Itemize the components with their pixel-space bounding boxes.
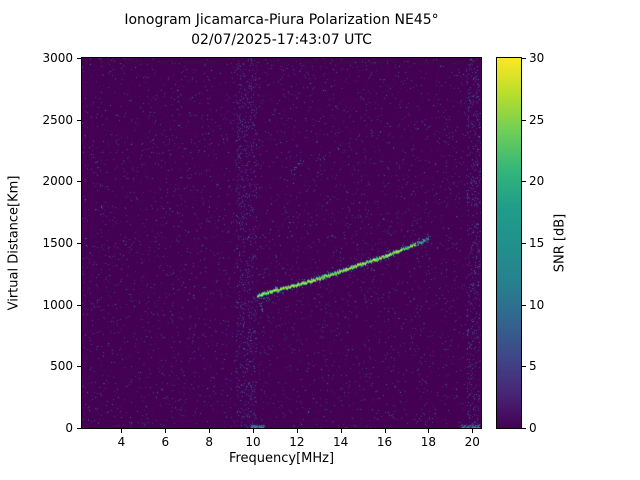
chart-title: Ionogram Jicamarca-Piura Polarization NE… [124,12,439,28]
colorbar [496,57,522,429]
y-tick-mark [77,428,81,429]
x-tick-mark [121,429,123,433]
y-tick-mark [77,304,81,306]
y-tick-label: 2000 [42,174,73,189]
y-tick-mark [77,119,81,121]
colorbar-tick-mark [522,119,526,121]
y-tick-mark [77,181,81,183]
y-axis-label: Virtual Distance[Km] [6,175,22,311]
x-tick-label: 10 [245,435,261,449]
colorbar-tick-label: 20 [529,174,545,189]
y-tick-label: 500 [50,359,73,374]
x-tick-mark [253,429,254,433]
x-tick-label: 6 [161,435,170,449]
x-tick-label: 14 [333,435,349,449]
y-tick-label: 1000 [42,297,73,312]
colorbar-tick-mark [522,181,526,183]
colorbar-tick-label: 15 [529,236,545,250]
colorbar-gradient [497,58,521,428]
x-tick-label: 18 [420,435,437,449]
x-tick-mark [428,429,430,433]
colorbar-tick-label: 30 [529,51,545,65]
y-tick-mark [77,366,81,368]
x-tick-mark [296,429,298,433]
colorbar-tick-mark [522,428,526,429]
colorbar-tick-label: 0 [529,421,537,435]
chart-subtitle: 02/07/2025-17:43:07 UTC [191,32,372,48]
y-tick-label: 1500 [42,236,73,250]
colorbar-tick-mark [522,243,526,244]
x-tick-label: 16 [376,435,393,449]
colorbar-tick-mark [522,304,526,306]
y-tick-label: 2500 [42,112,73,127]
x-tick-mark [209,429,211,433]
heatmap-plot-area [81,57,482,429]
colorbar-tick-label: 10 [529,297,545,312]
y-tick-mark [77,243,81,244]
x-axis-label: Frequency[MHz] [228,451,335,466]
x-tick-mark [384,429,386,433]
colorbar-tick-mark [522,366,526,368]
colorbar-tick-mark [522,58,526,59]
x-tick-mark [165,429,167,433]
x-tick-label: 4 [117,435,126,449]
colorbar-label: SNR [dB] [552,213,568,273]
x-tick-mark [472,429,474,433]
x-tick-mark [340,429,342,433]
y-tick-label: 3000 [42,51,73,65]
y-tick-label: 0 [65,421,73,435]
colorbar-tick-label: 25 [529,112,545,127]
ionogram-heatmap-canvas [82,58,481,428]
colorbar-tick-label: 5 [529,359,537,374]
x-tick-label: 20 [464,435,480,449]
y-tick-mark [77,58,81,59]
x-tick-label: 8 [205,435,213,449]
x-tick-label: 12 [289,435,305,449]
